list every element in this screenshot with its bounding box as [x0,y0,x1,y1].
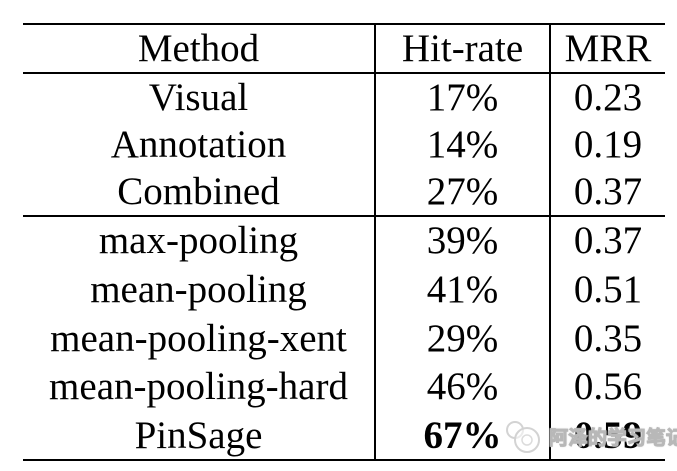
cell-hit-rate: 17% [374,73,550,121]
pooling-variants-group: max-pooling 39% 0.37 mean-pooling 41% 0.… [23,216,665,461]
cell-hit-rate: 27% [374,168,550,217]
cell-method: mean-pooling-xent [50,316,347,360]
header-method: Method [137,27,260,70]
cell-hit-rate: 67% [374,411,550,461]
cell-mrr: 0.37 [549,216,665,265]
cell-mrr: 0.35 [549,313,665,363]
cell-method: Visual [148,75,249,119]
cell-method: Annotation [110,123,287,167]
cell-mrr: 0.19 [549,120,665,169]
cell-hit-rate: 46% [374,362,550,412]
table-row: max-pooling 39% 0.37 [23,216,665,265]
table-row-pinsage: PinSage 67% 0.59 [23,411,665,461]
cell-hit-rate: 29% [374,313,550,363]
cell-hit-rate: 39% [374,216,550,265]
table-row: mean-pooling 41% 0.51 [23,264,665,314]
cell-mrr: 0.51 [549,264,665,314]
cell-mrr: 0.56 [549,362,665,412]
header-hit-rate: Hit-rate [374,24,550,73]
table-row: Visual 17% 0.23 [23,73,665,121]
cell-hit-rate: 14% [374,120,550,169]
table-header-row: Method Hit-rate MRR [23,24,665,73]
cell-method: mean-pooling [90,267,307,311]
results-table: Method Hit-rate MRR Visual 17% 0.23 Anno… [23,23,665,462]
cell-method: PinSage [134,413,263,457]
table-row: mean-pooling-xent 29% 0.35 [23,313,665,363]
table-row: mean-pooling-hard 46% 0.56 [23,362,665,412]
cell-mrr: 0.59 [549,411,665,461]
cell-method: mean-pooling-hard [49,365,348,409]
cell-method: Combined [117,170,280,214]
table-row: Combined 27% 0.37 [23,168,665,217]
cell-mrr: 0.23 [549,73,665,121]
baselines-group: Visual 17% 0.23 Annotation 14% 0.19 Comb… [23,73,665,217]
header-mrr: MRR [549,24,665,73]
cell-hit-rate: 41% [374,264,550,314]
cell-mrr: 0.37 [549,168,665,217]
cell-method: max-pooling [98,219,299,263]
table-row: Annotation 14% 0.19 [23,120,665,169]
